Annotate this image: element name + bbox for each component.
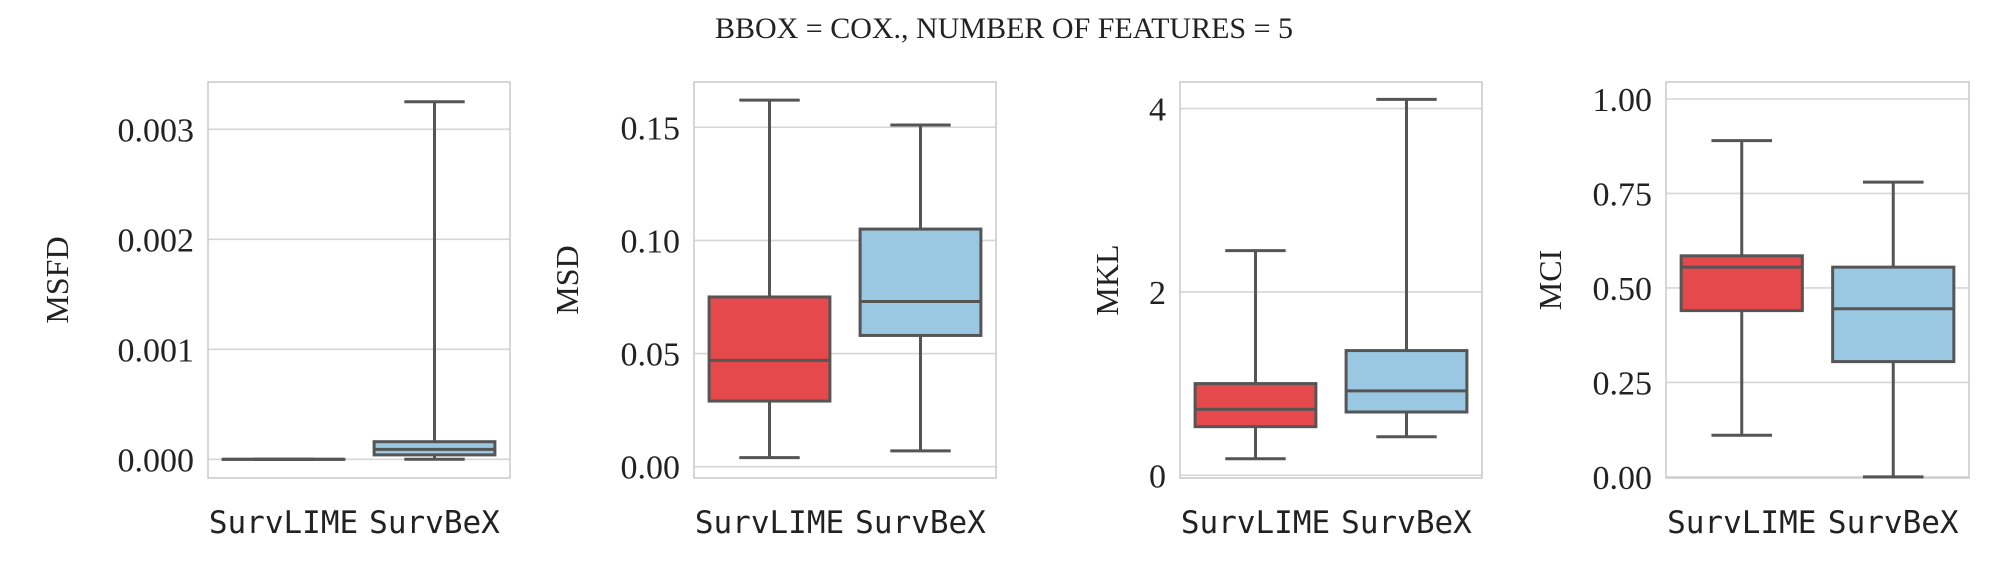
box-survlime — [707, 98, 832, 460]
y-axis-label: MCI — [1532, 250, 1568, 310]
box-body — [1344, 349, 1469, 414]
box-body — [1831, 265, 1956, 364]
y-tick-label: 0.25 — [1593, 365, 1653, 402]
y-tick-label: 0.10 — [621, 223, 681, 260]
figure-title: BBOX = COX., NUMBER OF FEATURES = 5 — [715, 12, 1293, 45]
x-tick-label: SurvLIME — [209, 505, 358, 541]
y-axis-label: MSD — [549, 245, 585, 314]
y-tick-label: 4 — [1149, 92, 1166, 129]
y-tick-label: 0.001 — [118, 332, 195, 369]
chart-panel-mci: 0.00 0.25 0.50 0.75 1.00 MCI SurvLIME SurvBeX — [1532, 81, 1970, 541]
x-tick-label: SurvBeX — [369, 505, 500, 541]
chart-panel-msd: 0.00 0.05 0.10 0.15 MSD SurvLIME SurvBeX — [549, 81, 997, 541]
y-tick-label: 0.50 — [1593, 271, 1653, 308]
y-tick-label: 1.00 — [1593, 82, 1653, 119]
chart-panel-mkl: 0 2 4 MKL SurvLIME SurvBeX — [1089, 81, 1483, 541]
y-tick-label: 0.003 — [118, 112, 195, 149]
x-tick-label: SurvBeX — [1341, 505, 1472, 541]
plot-frame — [1179, 81, 1483, 479]
box-survbex — [372, 100, 497, 461]
y-tick-label: 0.15 — [621, 110, 681, 147]
x-tick-label: SurvBeX — [855, 505, 986, 541]
y-tick-label: 0.00 — [1593, 460, 1653, 497]
chart-panel-msfd: 0.000 0.001 0.002 0.003 MSFD SurvLIME SurvBeX — [39, 81, 511, 541]
plot-frame — [207, 81, 511, 479]
box-survlime — [1193, 249, 1318, 461]
x-tick-label: SurvLIME — [695, 505, 844, 541]
y-tick-label: 0 — [1149, 458, 1166, 495]
box-body — [1193, 382, 1318, 429]
y-tick-label: 0.00 — [621, 450, 681, 487]
box-survbex — [1344, 97, 1469, 439]
x-tick-label: SurvLIME — [1181, 505, 1330, 541]
x-tick-label: SurvLIME — [1667, 505, 1816, 541]
y-tick-label: 0.75 — [1593, 176, 1653, 213]
box-body — [1679, 254, 1804, 313]
x-tick-label: SurvBeX — [1828, 505, 1959, 541]
box-body — [858, 227, 983, 337]
y-tick-label: 2 — [1149, 275, 1166, 312]
box-survbex — [1831, 180, 1956, 479]
y-tick-label: 0.002 — [118, 222, 195, 259]
plot-area — [208, 82, 510, 478]
plot-frame — [1665, 81, 1970, 479]
y-tick-label: 0.000 — [118, 442, 195, 479]
y-tick-label: 0.05 — [621, 337, 681, 374]
y-axis-label: MKL — [1089, 244, 1125, 315]
box-survbex — [858, 123, 983, 453]
plot-frame — [693, 81, 997, 479]
box-survlime — [1679, 139, 1804, 437]
box-body — [707, 295, 832, 403]
y-axis-label: MSFD — [39, 236, 75, 323]
